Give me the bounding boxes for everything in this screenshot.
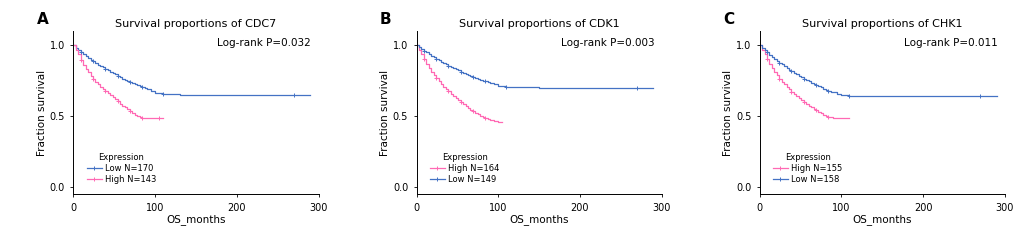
Text: Log-rank P=0.011: Log-rank P=0.011: [903, 38, 997, 48]
Y-axis label: Fraction survival: Fraction survival: [722, 70, 733, 156]
X-axis label: OS_months: OS_months: [852, 214, 911, 225]
Legend: High N=164, Low N=149: High N=164, Low N=149: [428, 151, 500, 185]
Text: A: A: [37, 12, 48, 27]
X-axis label: OS_months: OS_months: [166, 214, 225, 225]
Legend: High N=155, Low N=158: High N=155, Low N=158: [770, 151, 844, 185]
Legend: Low N=170, High N=143: Low N=170, High N=143: [85, 151, 158, 185]
Y-axis label: Fraction survival: Fraction survival: [380, 70, 389, 156]
Text: B: B: [379, 12, 391, 27]
Text: C: C: [722, 12, 734, 27]
Text: Log-rank P=0.032: Log-rank P=0.032: [217, 38, 311, 48]
X-axis label: OS_months: OS_months: [508, 214, 569, 225]
Title: Survival proportions of CDC7: Survival proportions of CDC7: [115, 19, 276, 29]
Title: Survival proportions of CHK1: Survival proportions of CHK1: [801, 19, 962, 29]
Text: Log-rank P=0.003: Log-rank P=0.003: [560, 38, 653, 48]
Y-axis label: Fraction survival: Fraction survival: [37, 70, 47, 156]
Title: Survival proportions of CDK1: Survival proportions of CDK1: [459, 19, 619, 29]
